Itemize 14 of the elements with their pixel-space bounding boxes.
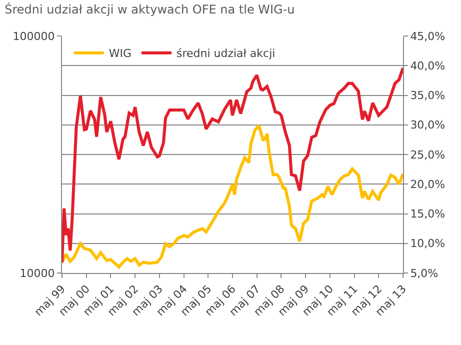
- y2-tick-label: 10,0%: [410, 237, 446, 250]
- legend-label: średni udział akcji: [176, 47, 276, 60]
- y2-tick-label: 35,0%: [410, 89, 446, 102]
- chart-title: Średni udział akcji w aktywach OFE na tle WIG-u: [4, 2, 295, 17]
- y2-tick-label: 15,0%: [410, 208, 446, 221]
- y2-tick-label: 20,0%: [410, 178, 446, 191]
- y2-tick-label: 5,0%: [410, 266, 438, 280]
- y-tick-label: 10000: [20, 266, 55, 280]
- y-tick-label: 100000: [12, 30, 55, 43]
- y2-tick-label: 45,0%: [410, 30, 446, 43]
- legend-label: WIG: [108, 47, 132, 60]
- y2-tick-label: 40,0%: [410, 59, 446, 72]
- y2-tick-label: 25,0%: [410, 148, 446, 162]
- y2-tick-label: 30,0%: [410, 118, 446, 132]
